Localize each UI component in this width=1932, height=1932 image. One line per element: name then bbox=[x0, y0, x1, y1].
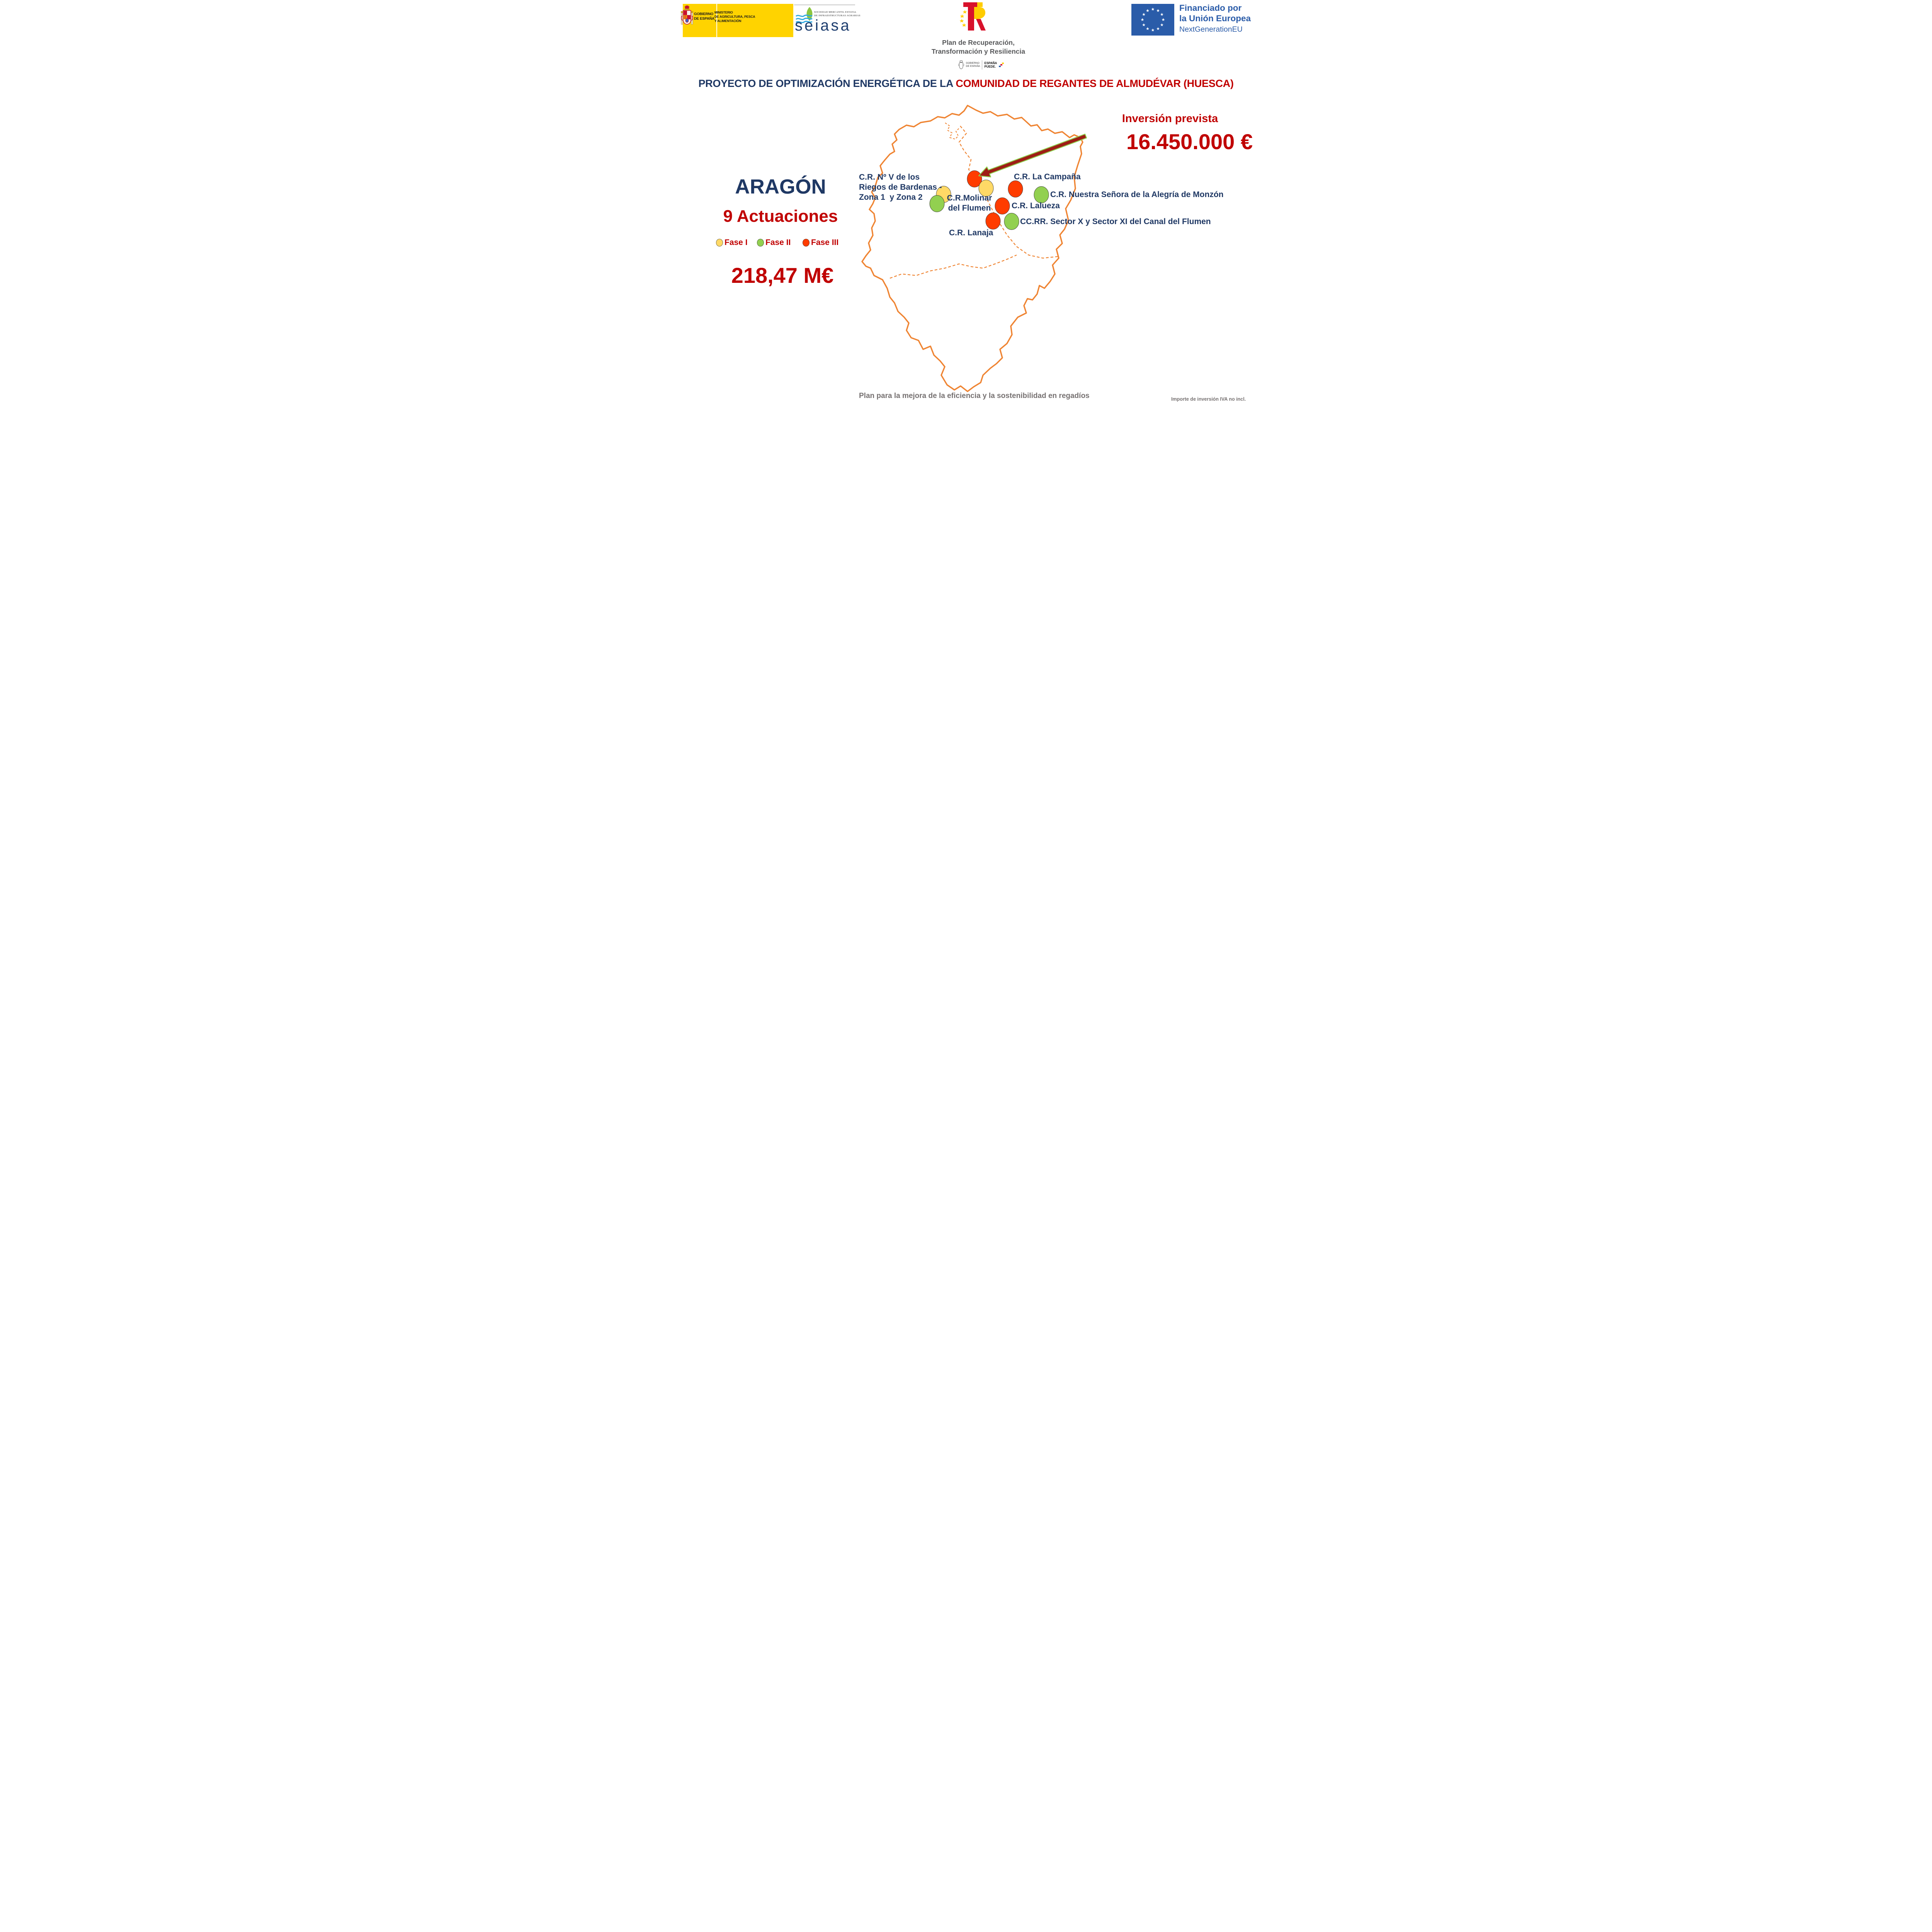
eu-flag-icon bbox=[1131, 4, 1174, 36]
map-points-layer bbox=[929, 170, 1049, 230]
mini-crest-icon bbox=[958, 60, 964, 70]
prtr-plan-title: Plan de Recuperación, Transformación y R… bbox=[931, 39, 1026, 55]
map-point-bardenas-green bbox=[929, 195, 945, 212]
map-label-campana: C.R. La Campaña bbox=[1014, 172, 1081, 181]
slide: GOBIERNO DE ESPAÑA MINISTERIO DE AGRICUL… bbox=[677, 0, 1255, 412]
prtr-gobierno-label: GOBIERNO DE ESPAÑA bbox=[966, 62, 980, 68]
boundary-detail-squiggle bbox=[945, 122, 959, 140]
page-title: PROYECTO DE OPTIMIZACIÓN ENERGÉTICA DE L… bbox=[677, 78, 1255, 90]
title-project-part: PROYECTO DE OPTIMIZACIÓN ENERGÉTICA DE L… bbox=[698, 78, 956, 89]
investment-arrow bbox=[978, 133, 1087, 178]
map-point-la-campana bbox=[1008, 180, 1023, 197]
map-point-sector-x-xi bbox=[1004, 213, 1019, 230]
map-label-bardenas: C.R. Nº V de los Riegos de Bardenas - Zona… bbox=[859, 173, 942, 202]
map-point-almudevar-target bbox=[967, 170, 982, 187]
map-label-monzon: C.R. Nuestra Señora de la Alegría de Mon… bbox=[1050, 190, 1224, 199]
map-label-lalueza: C.R. Lalueza bbox=[1012, 201, 1060, 210]
map-label-lanaja: C.R. Lanaja bbox=[949, 228, 993, 237]
seiasa-topbar bbox=[794, 4, 855, 5]
gobierno-espana-logo bbox=[683, 4, 793, 37]
title-community-part: COMUNIDAD DE REGANTES DE ALMUDÉVAR (HUES… bbox=[956, 78, 1234, 89]
investment-label: Inversión prevista bbox=[1122, 112, 1218, 125]
map-point-fase1-east bbox=[978, 180, 994, 197]
region-name: ARAGÓN bbox=[735, 175, 826, 198]
fase-3-swatch-icon bbox=[803, 239, 810, 247]
province-boundary-south bbox=[889, 254, 1017, 279]
legend-item-fase-1: Fase I bbox=[716, 238, 748, 247]
seiasa-waves-icon bbox=[796, 14, 813, 23]
map-point-lalueza bbox=[995, 197, 1010, 214]
eu-funding-label: Financiado por la Unión Europea NextGene… bbox=[1179, 3, 1251, 34]
map-label-molinar: C.R.Molinar del Flumen bbox=[947, 194, 992, 213]
seiasa-tagline: SOCIEDAD MERCANTIL ESTATAL DE INFRAESTRU… bbox=[814, 11, 861, 17]
espana-puede-flag-icon bbox=[999, 63, 1004, 67]
region-actions-count: 9 Actuaciones bbox=[723, 207, 838, 226]
footer-plan-text: Plan para la mejora de la eficiencia y l… bbox=[859, 392, 1090, 400]
gobierno-espana-label: GOBIERNO DE ESPAÑA bbox=[694, 12, 714, 21]
aragon-outline bbox=[861, 105, 1083, 392]
map-label-sector: CC.RR. Sector X y Sector XI del Canal de… bbox=[1020, 217, 1211, 226]
map-point-lanaja bbox=[985, 213, 1001, 230]
fase-2-swatch-icon bbox=[757, 239, 764, 247]
seiasa-wordmark: seiasa bbox=[795, 17, 851, 34]
prtr-gov-line: GOBIERNO DE ESPAÑA ESPAÑA PUEDE. bbox=[947, 59, 1015, 71]
footer-vat-note: Importe de inversión IVA no incl. bbox=[1171, 396, 1246, 402]
ministerio-label: MINISTERIO DE AGRICULTURA, PESCA Y ALIME… bbox=[714, 10, 755, 23]
map-point-monzon bbox=[1034, 186, 1049, 203]
spain-coat-of-arms-icon bbox=[681, 5, 693, 25]
aragon-map bbox=[861, 105, 1087, 392]
espana-puede-label: ESPAÑA PUEDE. bbox=[984, 61, 997, 68]
investment-amount: 16.450.000 € bbox=[1126, 129, 1253, 154]
gobierno-cell bbox=[683, 4, 717, 37]
prtr-tr-logo-icon bbox=[959, 2, 986, 31]
legend-item-fase-2: Fase II bbox=[757, 238, 791, 247]
seiasa-leaf-icon bbox=[806, 7, 813, 21]
seiasa-logo: SOCIEDAD MERCANTIL ESTATAL DE INFRAESTRU… bbox=[794, 4, 863, 37]
legend-item-fase-3: Fase III bbox=[803, 238, 838, 247]
fase-1-swatch-icon bbox=[716, 239, 723, 247]
region-total-investment: 218,47 M€ bbox=[731, 263, 834, 287]
